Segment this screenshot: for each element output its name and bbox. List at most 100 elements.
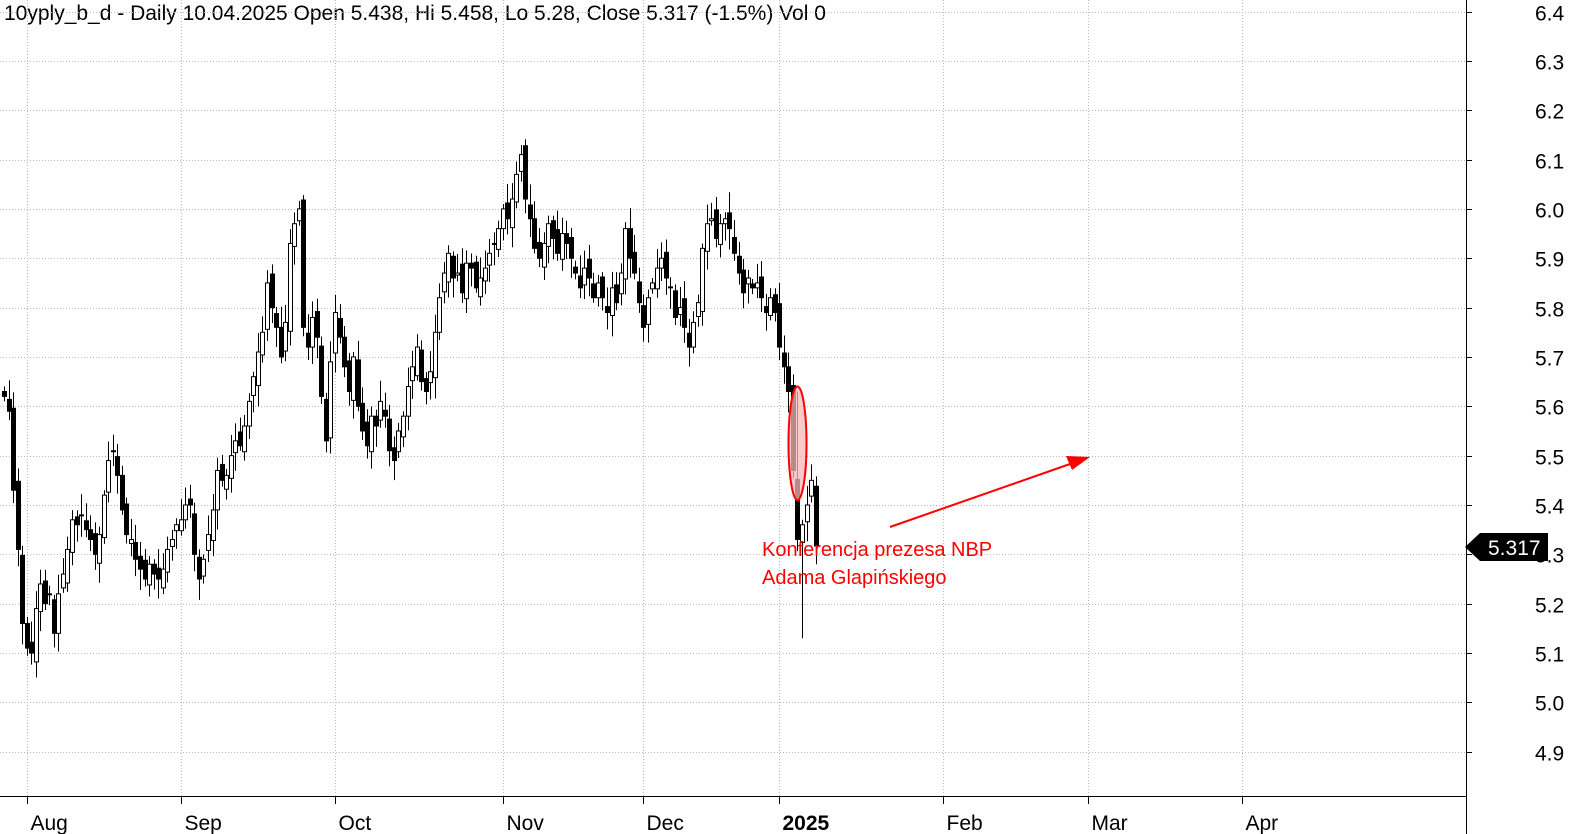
candle-body: [655, 267, 660, 290]
candle-body: [324, 398, 329, 442]
candle-body: [133, 542, 138, 560]
candle-body: [569, 237, 574, 259]
y-tick-label: 6.4: [1535, 3, 1565, 26]
candle-body: [523, 145, 528, 200]
candle-body: [614, 284, 619, 304]
candle-body: [106, 460, 111, 493]
candle-body: [342, 336, 347, 368]
candle-body: [188, 498, 193, 506]
candle-body: [338, 317, 343, 338]
y-tick-label: 5.8: [1535, 299, 1564, 322]
x-tick-label: Nov: [507, 812, 545, 834]
candle-body: [20, 554, 25, 624]
y-tick-label: 5.1: [1535, 644, 1564, 667]
candle-body: [256, 351, 261, 387]
candle-body: [705, 223, 710, 252]
candle-body: [279, 326, 284, 358]
candle-body: [727, 212, 732, 230]
y-tick-label: 6.0: [1535, 200, 1564, 223]
candle-body: [537, 241, 542, 259]
candle-body: [79, 514, 84, 517]
y-tick-label: 5.4: [1535, 496, 1565, 519]
candle-body: [519, 154, 524, 172]
candle-body: [84, 520, 89, 531]
price-tag-box: [1465, 533, 1548, 561]
candle-body: [659, 257, 664, 269]
candle-body: [492, 242, 497, 245]
candle-body: [546, 223, 551, 247]
candle-body: [93, 533, 98, 555]
candle-body: [564, 233, 569, 244]
candle-body: [288, 242, 293, 332]
candle-body: [270, 273, 275, 309]
candle-body: [528, 204, 533, 220]
candle-body: [102, 494, 107, 539]
x-axis-ticks: Aug Sep Oct Nov Dec 2025 Feb Mar Apr: [27, 796, 1279, 834]
candle-body: [369, 415, 374, 453]
candle-body: [673, 290, 678, 318]
candle-body: [455, 272, 460, 276]
candle-body: [501, 208, 506, 230]
y-tick-label: 5.7: [1535, 348, 1564, 371]
candle-body: [378, 400, 383, 421]
candle-body: [301, 199, 306, 328]
x-tick-label: 2025: [783, 812, 830, 834]
candle-body: [179, 519, 184, 532]
candle-body: [464, 262, 469, 300]
candle-body: [746, 277, 751, 285]
candle-body: [600, 276, 605, 299]
y-tick-label: 5.5: [1535, 447, 1564, 470]
candle-body: [143, 559, 148, 580]
candle-body: [442, 272, 447, 293]
candle-body: [714, 209, 719, 240]
candle-body: [433, 331, 438, 379]
y-tick-label: 5.2: [1535, 595, 1564, 618]
candle-body: [641, 305, 646, 328]
x-tick-label: Sep: [185, 812, 222, 834]
candle-body: [38, 583, 43, 613]
candle-body: [682, 298, 687, 328]
candle-body: [560, 233, 565, 260]
candle-body: [43, 580, 48, 605]
annotation: Konferencja prezesa NBP Adama Glapińskie…: [762, 385, 1090, 589]
candle-body: [809, 479, 814, 497]
candle-body: [52, 599, 57, 634]
candle-body: [573, 266, 578, 274]
candle-body: [478, 277, 483, 298]
x-tick-label: Apr: [1246, 812, 1279, 834]
candle-body: [687, 332, 692, 348]
candle-body: [129, 539, 134, 544]
candle-body: [777, 303, 782, 348]
candle-body: [691, 321, 696, 348]
candle-body: [124, 503, 129, 536]
annotation-arrowhead: [1066, 456, 1090, 470]
candle-body: [152, 563, 157, 575]
candle-body: [437, 297, 442, 333]
candle-body: [764, 306, 769, 314]
candle-body: [224, 474, 229, 490]
candle-body: [34, 608, 39, 663]
candle-body: [333, 312, 338, 354]
candle-body: [723, 218, 728, 225]
candle-body: [814, 485, 819, 547]
candle-body: [782, 352, 787, 368]
candle-body: [650, 282, 655, 290]
candle-body: [591, 283, 596, 299]
candle-body: [360, 402, 365, 432]
candle-body: [215, 469, 220, 511]
candle-body: [786, 366, 791, 392]
candle-body: [510, 198, 515, 229]
candle-body: [147, 563, 152, 586]
candle-body: [628, 228, 633, 259]
y-tick-label: 5.9: [1535, 249, 1564, 272]
candle-body: [759, 276, 764, 299]
candle-body: [211, 509, 216, 542]
candle-body: [768, 297, 773, 316]
candle-body: [419, 349, 424, 383]
candle-body: [469, 262, 474, 269]
candle-body: [737, 255, 742, 274]
candle-body: [637, 281, 642, 304]
x-tick-label: Dec: [647, 812, 684, 834]
candle-body: [351, 356, 356, 401]
